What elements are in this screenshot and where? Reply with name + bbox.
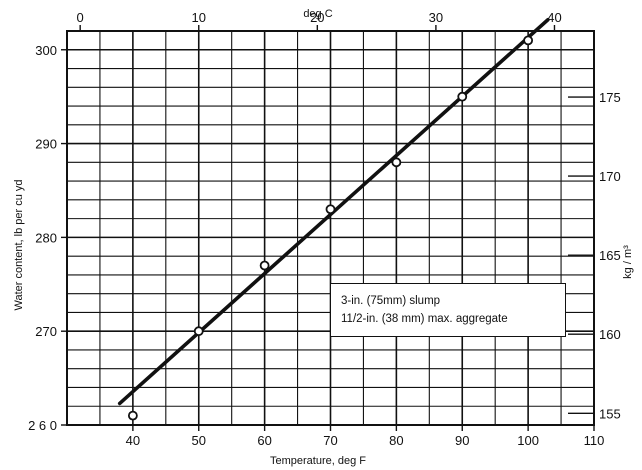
right-tick-label: 175 xyxy=(599,90,621,105)
x-tick-label: 100 xyxy=(517,433,539,448)
annotation-box: 3-in. (75mm) slump 11/2-in. (38 mm) max.… xyxy=(330,283,566,337)
top-tick-labels: 0 10 20 30 40 xyxy=(77,10,562,31)
y-tick-label: 290 xyxy=(35,137,57,152)
annotation-line-2: 11/2-in. (38 mm) max. aggregate xyxy=(341,313,508,325)
annotation-line-1: 3-in. (75mm) slump xyxy=(341,295,441,307)
top-tick-label: 0 xyxy=(77,10,84,25)
top-tick-label: 10 xyxy=(192,10,206,25)
y-tick-labels: 2 6 0 270 280 290 300 xyxy=(28,43,67,433)
x-tick-label: 40 xyxy=(126,433,140,448)
right-tick-label: 165 xyxy=(599,248,621,263)
y-tick-label: 2 6 0 xyxy=(28,418,57,433)
x-axis-title: Temperature, deg F xyxy=(270,455,366,467)
top-tick-label: 40 xyxy=(547,10,561,25)
grid xyxy=(67,31,594,425)
top-axis-title: deg C xyxy=(303,8,332,20)
data-point xyxy=(391,157,402,168)
right-tick-label: 160 xyxy=(599,327,621,342)
x-tick-label: 60 xyxy=(257,433,271,448)
data-point xyxy=(127,410,138,421)
data-point xyxy=(523,35,534,46)
right-tick-label: 155 xyxy=(599,406,621,421)
x-tick-label: 50 xyxy=(192,433,206,448)
x-tick-label: 110 xyxy=(584,433,605,448)
y-tick-label: 300 xyxy=(35,43,57,58)
right-tick-label: 170 xyxy=(599,169,621,184)
data-points xyxy=(127,35,534,421)
top-tick-label: 30 xyxy=(429,10,443,25)
y-tick-label: 280 xyxy=(35,230,57,245)
x-tick-labels: 40 50 60 70 80 90 100 110 xyxy=(126,425,605,448)
right-tick-labels: 155 160 165 170 175 xyxy=(568,90,621,421)
data-point xyxy=(457,91,468,102)
data-point xyxy=(259,260,270,271)
top-tick-label: 20 xyxy=(310,10,324,25)
data-point xyxy=(193,326,204,337)
y-axis-title: Water content, lb per cu yd xyxy=(13,179,25,310)
x-tick-label: 70 xyxy=(323,433,337,448)
x-tick-label: 90 xyxy=(455,433,469,448)
x-tick-label: 80 xyxy=(389,433,403,448)
right-axis-title: kg / m³ xyxy=(622,245,634,279)
y-tick-label: 270 xyxy=(35,324,57,339)
data-point xyxy=(325,204,336,215)
